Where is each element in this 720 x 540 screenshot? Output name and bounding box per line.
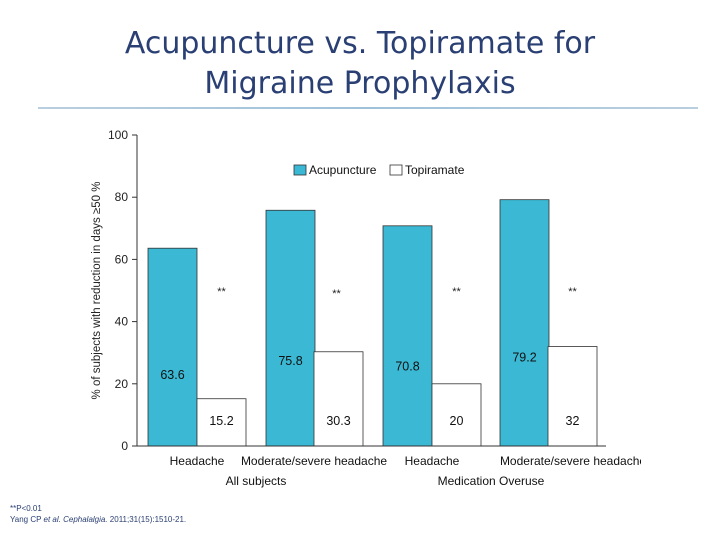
x-group-label: Medication Overuse (438, 474, 545, 488)
bar-topiramate (547, 346, 598, 447)
y-tick-label: 80 (115, 190, 129, 204)
citation-etal: et al. (43, 515, 61, 524)
bar-chart: 0 20 40 60 80 100 % of subjects with reduction… (91, 128, 641, 488)
legend-label-topiramate: Topiramate (405, 163, 465, 177)
bar-value-label-acupuncture: 70.8 (395, 360, 419, 374)
bar-acupuncture (382, 225, 433, 447)
bar-acupuncture (499, 199, 550, 447)
slide-title-line-1: Acupuncture vs. Topiramate for (124, 26, 596, 61)
citation-journal: Cephalalgia. (63, 515, 108, 524)
bar-acupuncture (147, 247, 198, 447)
x-category-label: Headache (405, 454, 460, 468)
bar-value-label-topiramate: 30.3 (326, 414, 350, 428)
bar-value-label-acupuncture: 79.2 (512, 350, 536, 364)
footnote: **P<0.01 Yang CP et al. Cephalalgia. 201… (10, 503, 186, 525)
y-tick-label: 20 (115, 377, 129, 391)
bar-value-label-topiramate: 20 (450, 414, 464, 428)
significance-note: **P<0.01 (10, 504, 42, 513)
significance-mark: ** (452, 286, 461, 298)
bar-topiramate (313, 351, 364, 447)
y-axis-title: % of subjects with reduction in days ≥50… (91, 182, 103, 400)
legend-swatch-topiramate (389, 164, 403, 176)
slide-title: Acupuncture vs. Topiramate for Migraine … (0, 24, 720, 104)
bar-topiramate (431, 383, 482, 447)
legend-label-acupuncture: Acupuncture (309, 163, 377, 177)
citation-details: 2011;31(15):1510-21. (107, 515, 187, 524)
significance-mark: ** (568, 286, 577, 298)
y-tick-label: 60 (115, 252, 129, 266)
bar-value-label-acupuncture: 63.6 (160, 368, 184, 382)
legend-swatch-acupuncture (293, 164, 307, 176)
chart-panel: 0 20 40 60 80 100 % of subjects with reduction… (76, 122, 641, 498)
bar-value-label-acupuncture: 75.8 (278, 354, 302, 368)
citation-authors: Yang CP (10, 515, 44, 524)
y-tick-label: 100 (108, 128, 128, 142)
significance-mark: ** (332, 288, 341, 300)
significance-mark: ** (217, 286, 226, 298)
title-divider (38, 107, 698, 109)
slide-title-line-2: Migraine Prophylaxis (204, 66, 516, 101)
citation: Yang CP et al. Cephalalgia. 2011;31(15):… (10, 514, 186, 525)
y-tick-label: 0 (121, 439, 128, 453)
bar-value-label-topiramate: 32 (566, 414, 580, 428)
x-category-label: Headache (170, 454, 225, 468)
x-category-label: Moderate/severe headache (241, 454, 387, 468)
bar-acupuncture (265, 209, 316, 447)
y-tick-label: 40 (115, 315, 129, 329)
x-category-label: Moderate/severe headache (500, 454, 641, 468)
bar-value-label-topiramate: 15.2 (209, 414, 233, 428)
x-group-label: All subjects (226, 474, 287, 488)
